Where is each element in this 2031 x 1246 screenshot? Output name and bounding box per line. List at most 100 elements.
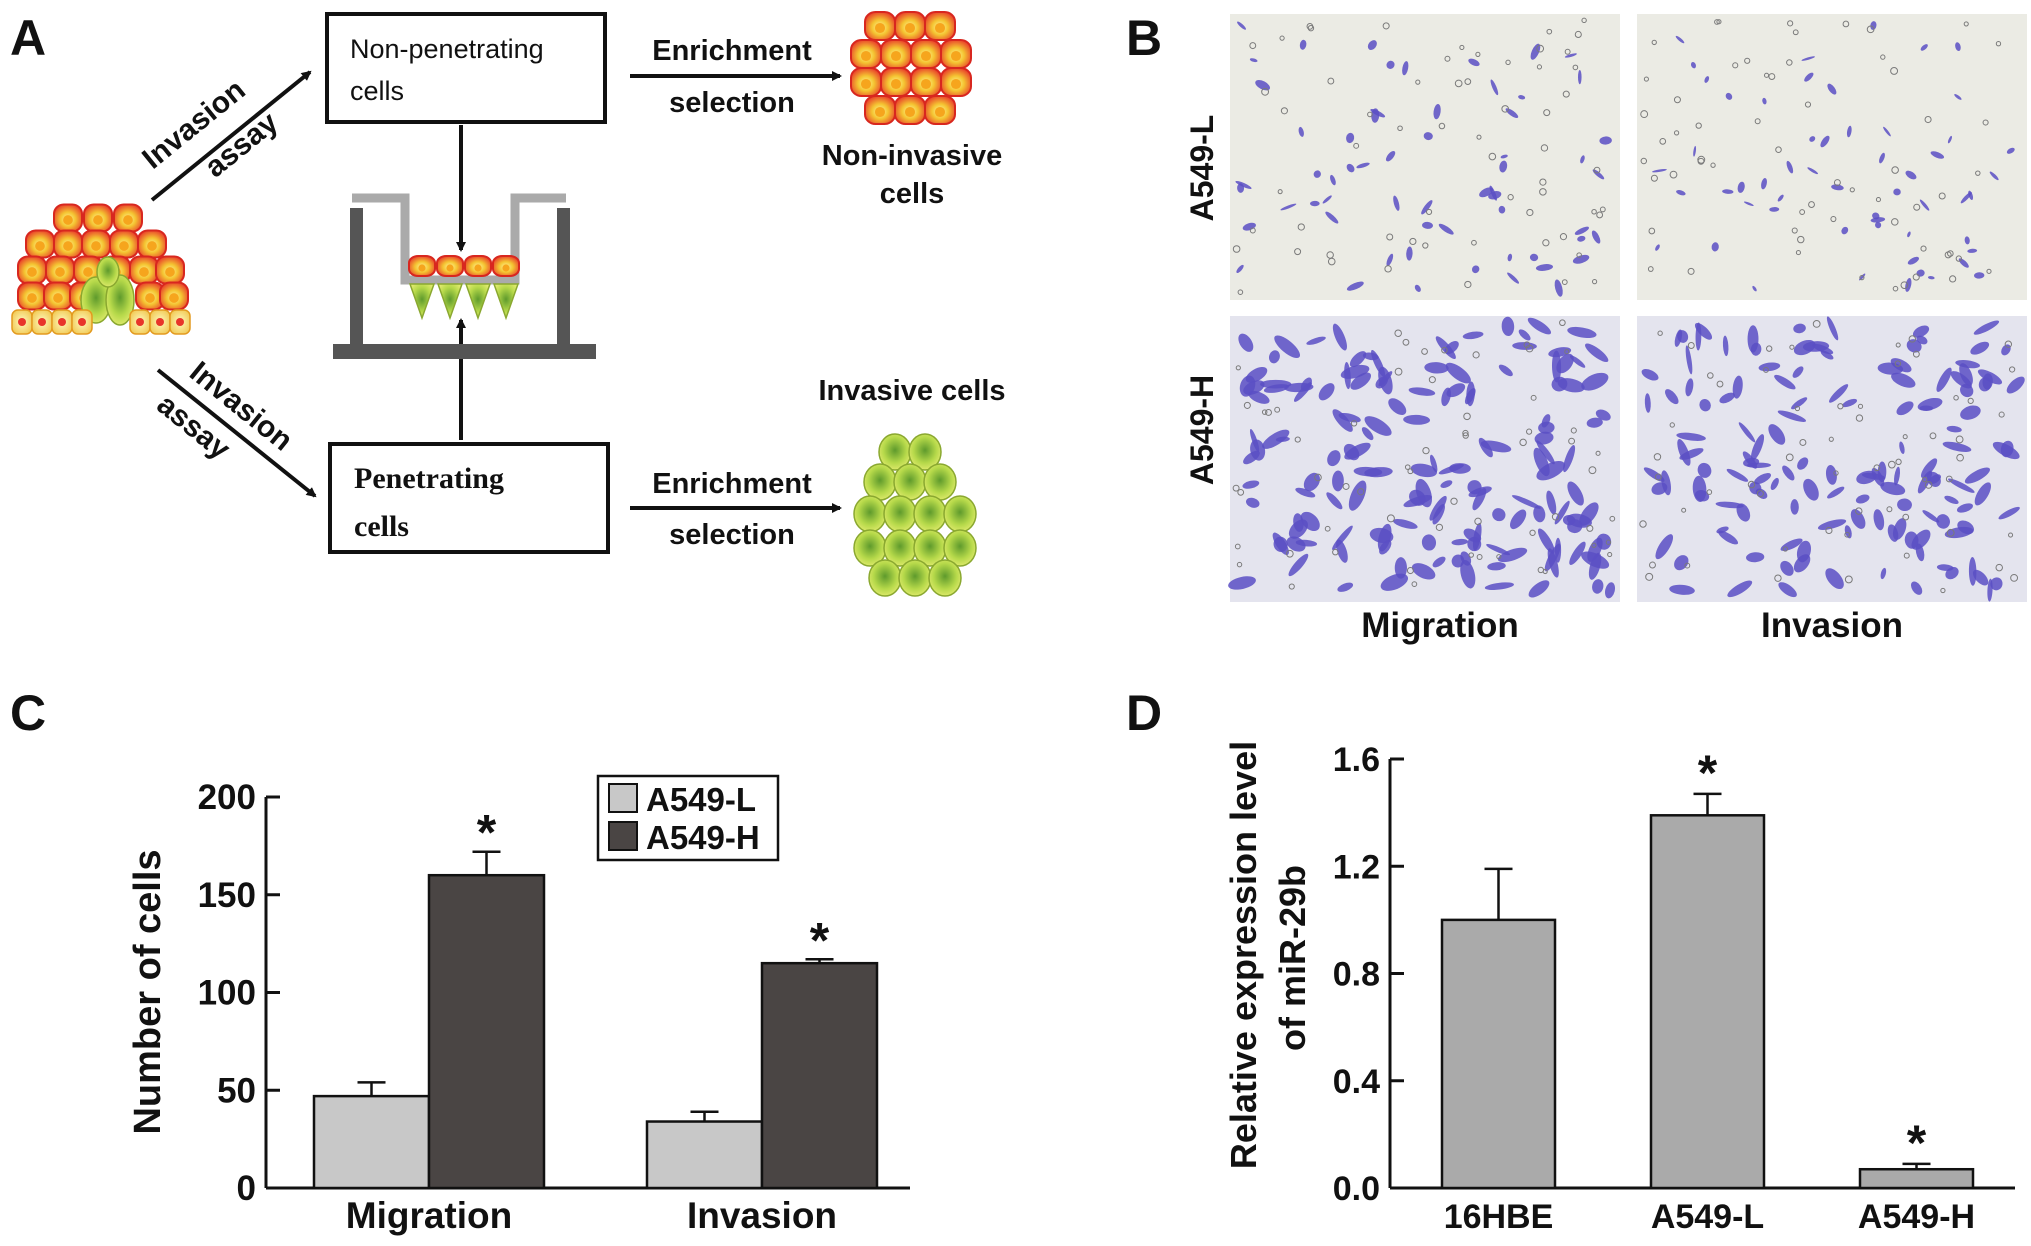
stained-cell bbox=[1249, 58, 1258, 63]
cell-nucleus bbox=[119, 241, 129, 251]
stained-cell bbox=[1820, 135, 1830, 148]
membrane-pore bbox=[1891, 166, 1899, 174]
stained-cell bbox=[1445, 362, 1471, 384]
stained-cell bbox=[1954, 93, 1962, 100]
membrane-pore bbox=[1892, 285, 1899, 292]
membrane-pore bbox=[1415, 79, 1421, 85]
membrane-pore bbox=[1650, 174, 1658, 182]
membrane-pore bbox=[1844, 531, 1851, 538]
stained-cell bbox=[1989, 171, 1999, 181]
stained-cell bbox=[1332, 470, 1344, 492]
membrane-pore bbox=[1581, 17, 1587, 24]
membrane-pore bbox=[1593, 166, 1601, 174]
cell-nucleus bbox=[920, 50, 932, 62]
cell-nucleus bbox=[145, 293, 155, 303]
stained-cell bbox=[1780, 538, 1803, 551]
membrane-pore bbox=[1306, 23, 1314, 30]
stained-cell bbox=[1295, 487, 1316, 498]
stained-cell bbox=[1306, 336, 1326, 345]
membrane-pore bbox=[1640, 157, 1648, 165]
stained-cell bbox=[1572, 254, 1590, 264]
cell-nucleus bbox=[860, 50, 872, 62]
stained-cell bbox=[1228, 576, 1256, 590]
stained-cell bbox=[1533, 505, 1546, 523]
stained-cell bbox=[1791, 397, 1808, 410]
membrane-pore bbox=[1435, 523, 1444, 531]
bar-a549-l-migration bbox=[312, 1094, 431, 1190]
stained-cell bbox=[1873, 509, 1885, 531]
non-penetrating-label-line1: Non-penetrating bbox=[350, 34, 544, 64]
y-tick-label: 0.8 bbox=[1333, 956, 1380, 994]
membrane-pore bbox=[1756, 490, 1764, 498]
membrane-pore bbox=[1799, 438, 1807, 446]
stained-cell bbox=[1444, 340, 1459, 355]
stained-cell bbox=[1564, 53, 1577, 58]
migrating-cell bbox=[436, 283, 464, 321]
membrane-pore bbox=[1421, 348, 1428, 355]
membrane-pore bbox=[1576, 252, 1582, 258]
non-invasive-label-line1: Non-invasive bbox=[822, 140, 1003, 172]
stained-cell bbox=[1797, 457, 1809, 470]
migrating-cell bbox=[492, 283, 520, 321]
stained-cell bbox=[1438, 463, 1464, 475]
stained-cell bbox=[1842, 398, 1858, 408]
stained-cell bbox=[1998, 506, 2020, 520]
membrane-pore bbox=[1526, 428, 1533, 435]
green-cell bbox=[908, 433, 942, 471]
stained-cell bbox=[1592, 169, 1605, 180]
stained-cell bbox=[1831, 184, 1844, 191]
cell-nucleus bbox=[58, 318, 66, 326]
stained-cell bbox=[1904, 531, 1919, 549]
membrane-pore bbox=[1438, 122, 1446, 130]
stained-cell bbox=[1421, 200, 1433, 215]
stained-cell bbox=[1919, 405, 1934, 411]
membrane-pore bbox=[1464, 78, 1472, 85]
stained-cell bbox=[1746, 552, 1765, 563]
stained-cell bbox=[1236, 264, 1244, 274]
membrane-pore bbox=[1342, 482, 1350, 490]
stained-cell bbox=[1777, 410, 1807, 422]
stained-cell bbox=[1484, 582, 1514, 590]
green-cell bbox=[863, 463, 897, 501]
stained-cell bbox=[1825, 464, 1837, 485]
stained-cell bbox=[1501, 316, 1515, 337]
row-label-a549-h: A549-H bbox=[1184, 375, 1220, 485]
membrane-pore bbox=[1849, 187, 1855, 193]
membrane-pore bbox=[1261, 87, 1269, 96]
membrane-pore bbox=[1249, 227, 1256, 234]
membrane-pore bbox=[1572, 64, 1579, 71]
stained-cell bbox=[1411, 563, 1436, 580]
stained-cell bbox=[1286, 536, 1306, 552]
stained-cell bbox=[1299, 39, 1307, 50]
stained-cell bbox=[1318, 383, 1335, 401]
stained-cell bbox=[1325, 211, 1339, 224]
stained-cell bbox=[1585, 343, 1609, 363]
stained-cell bbox=[1367, 40, 1377, 50]
membrane-pore bbox=[1891, 218, 1899, 226]
membrane-pore bbox=[1651, 39, 1657, 46]
membrane-pore bbox=[1640, 110, 1649, 119]
stained-cell bbox=[1905, 170, 1917, 180]
stained-cell bbox=[1344, 442, 1371, 460]
green-cell bbox=[898, 559, 932, 597]
stained-cell bbox=[1669, 584, 1695, 595]
membrane-pore bbox=[1422, 446, 1430, 455]
stained-cell bbox=[1487, 562, 1506, 571]
stained-cell bbox=[1841, 226, 1849, 235]
stained-cell bbox=[1432, 503, 1445, 525]
membrane-pore bbox=[1425, 208, 1433, 215]
green-cell bbox=[893, 463, 927, 501]
membrane-pore bbox=[1519, 438, 1527, 447]
bar-a549-l bbox=[1649, 814, 1766, 1190]
stained-cell bbox=[1592, 579, 1604, 594]
stained-cell bbox=[1883, 126, 1891, 137]
stained-cell bbox=[1433, 103, 1441, 120]
stained-cell bbox=[1245, 366, 1268, 383]
green-cell bbox=[943, 529, 977, 567]
stained-cell bbox=[1718, 530, 1739, 545]
membrane-pore bbox=[1529, 529, 1536, 536]
membrane-pore bbox=[1774, 574, 1782, 582]
membrane-pore bbox=[1288, 583, 1295, 590]
membrane-pore bbox=[1507, 194, 1514, 201]
membrane-pore bbox=[1574, 30, 1582, 38]
